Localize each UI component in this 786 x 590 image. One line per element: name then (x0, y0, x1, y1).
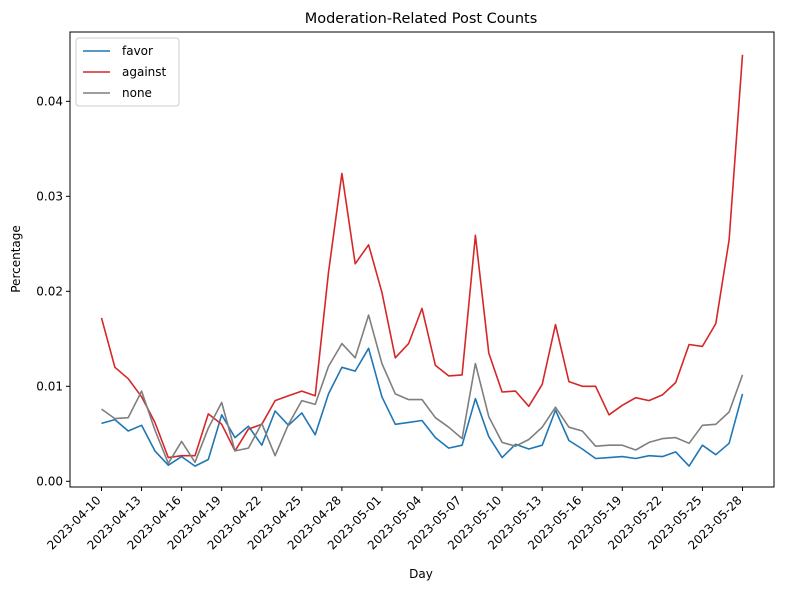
chart-title: Moderation-Related Post Counts (305, 11, 538, 27)
y-axis-label: Percentage (9, 225, 23, 293)
plot-area (100, 54, 744, 467)
y-axis: 0.00 0.01 0.02 0.03 0.04 (36, 94, 70, 488)
series-line-none (101, 314, 744, 465)
legend-label-favor: favor (122, 44, 153, 58)
x-axis-label: Day (409, 567, 433, 581)
y-tick-label: 0.01 (36, 379, 63, 393)
y-tick-label: 0.04 (36, 94, 63, 108)
y-tick-label: 0.02 (36, 284, 63, 298)
legend-label-against: against (122, 65, 167, 79)
legend-label-none: none (122, 86, 152, 100)
series-line-against (100, 54, 744, 459)
y-tick-label: 0.03 (36, 189, 63, 203)
series-line-favor (101, 347, 744, 467)
legend: favor against none (75, 37, 180, 107)
y-tick-label: 0.00 (36, 474, 63, 488)
legend-box (75, 37, 180, 107)
